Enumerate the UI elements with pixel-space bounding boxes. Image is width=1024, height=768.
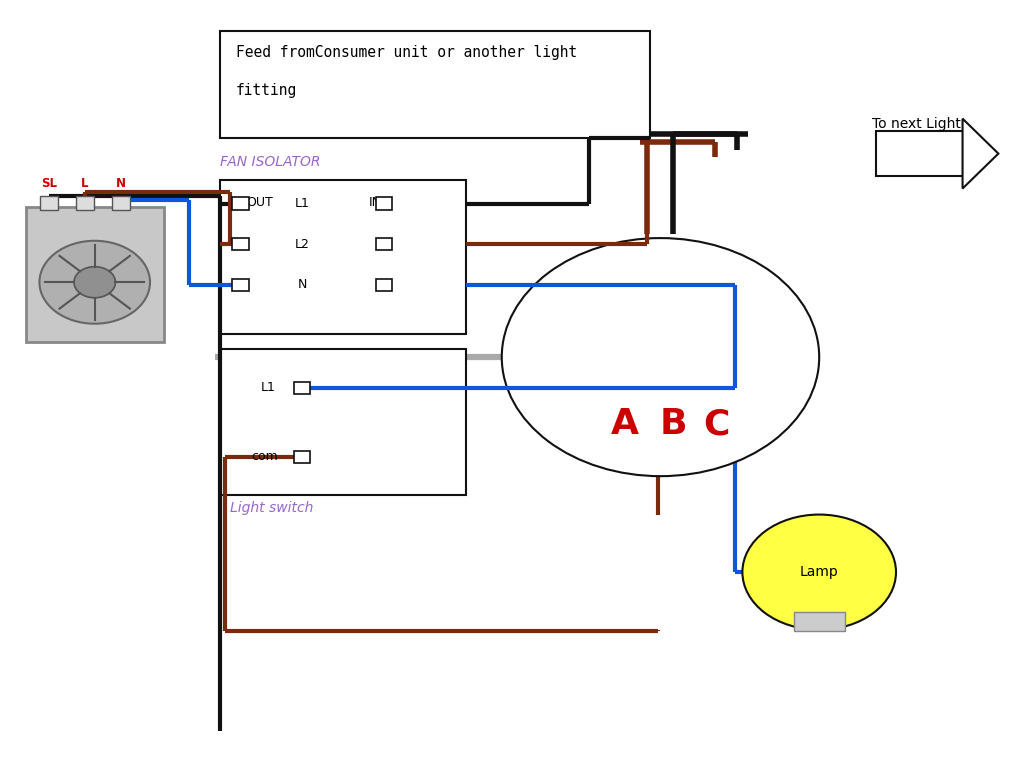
Text: L1: L1 (295, 197, 309, 210)
Bar (40, 196, 58, 210)
Bar (232, 197, 249, 210)
Bar (376, 279, 392, 291)
Bar (220, 180, 466, 334)
Bar (376, 197, 392, 210)
Bar (794, 612, 845, 631)
Bar (112, 196, 130, 210)
Text: fitting: fitting (236, 83, 297, 98)
Circle shape (39, 240, 151, 324)
Text: A: A (610, 407, 639, 441)
Text: Lamp: Lamp (800, 565, 839, 579)
Polygon shape (963, 118, 998, 189)
Bar (232, 279, 249, 291)
Circle shape (742, 515, 896, 630)
Text: Light switch: Light switch (230, 501, 313, 515)
Text: B: B (660, 407, 687, 441)
Text: SL: SL (41, 177, 57, 190)
Text: FAN ISOLATOR: FAN ISOLATOR (220, 155, 321, 169)
Bar (294, 382, 310, 394)
Text: IN: IN (369, 196, 382, 209)
Bar (26, 207, 164, 342)
Text: L1: L1 (261, 382, 276, 394)
Text: Feed fromConsumer unit or another light: Feed fromConsumer unit or another light (236, 45, 577, 60)
Circle shape (74, 266, 116, 298)
Circle shape (502, 238, 819, 476)
Text: com: com (251, 451, 278, 463)
Text: N: N (116, 177, 126, 190)
Bar (876, 131, 963, 176)
Text: OUT: OUT (246, 196, 272, 209)
Bar (220, 349, 466, 495)
Text: To next Light: To next Light (872, 117, 961, 131)
Bar (294, 451, 310, 463)
Text: L2: L2 (295, 238, 309, 250)
Text: L: L (81, 177, 89, 190)
Text: C: C (703, 407, 730, 441)
Bar (376, 238, 392, 250)
Bar (220, 31, 650, 138)
Bar (76, 196, 94, 210)
Bar (232, 238, 249, 250)
Text: N: N (297, 279, 307, 291)
